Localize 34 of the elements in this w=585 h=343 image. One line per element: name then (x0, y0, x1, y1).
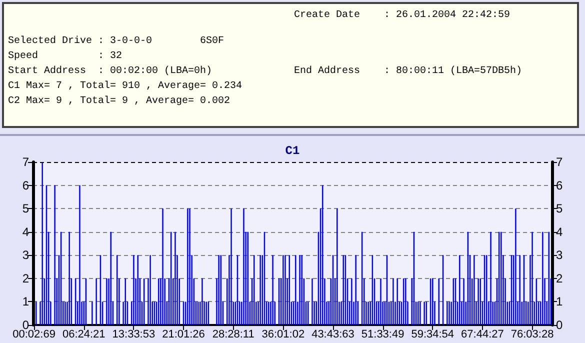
y-tick-label: 1 (22, 294, 30, 309)
y-tick-label: 7 (22, 155, 30, 169)
y2-tick-label: 3 (556, 248, 563, 262)
x-tick-label: 67:44:27 (461, 328, 504, 340)
text: Create Date : 26.01.2004 22:42:59 (294, 9, 512, 23)
y2-tick-label: 5 (556, 202, 563, 216)
y-tick-label: 6 (22, 178, 30, 192)
y-tick-label: 3 (22, 248, 30, 262)
y2-tick-label: 4 (556, 224, 563, 239)
chart-title: C1 (285, 144, 300, 158)
text: End Address : 80:00:11 (LBA=57DB5h) (294, 64, 524, 79)
text: Selected Drive : 3-0-0-0 6S0F (8, 34, 226, 49)
text: C2 Max= 9 , Total= 9 , Average= 0.002 (8, 94, 232, 109)
x-tick-label: 00:02:69 (12, 328, 56, 340)
x-tick-label: 36:01:02 (262, 328, 305, 340)
x-tick-label: 51:33:49 (361, 328, 404, 340)
x-tick-label: 21:01:26 (162, 328, 205, 340)
x-tick-label: 76:03:28 (510, 328, 554, 340)
x-tick-label: 43:43:63 (312, 328, 354, 340)
x-tick-label: 06:24:21 (62, 328, 106, 340)
y2-tick-label: 7 (556, 155, 563, 169)
y2-tick-label: 0 (556, 318, 563, 332)
y2-tick-label: 2 (556, 271, 563, 286)
x-tick-label: 13:33:53 (112, 328, 156, 340)
x-tick-label: 28:28:11 (212, 328, 254, 340)
y2-tick-label: 6 (556, 178, 563, 192)
text: Speed : 32 (8, 50, 124, 64)
y-tick-label: 5 (22, 202, 30, 216)
y-tick-label: 4 (22, 224, 30, 239)
x-tick-label: 59:34:54 (411, 328, 454, 340)
y2-tick-label: 1 (556, 294, 563, 309)
text: C1 Max= 7 , Total= 910 , Average= 0.234 (8, 80, 244, 94)
y-tick-label: 2 (22, 271, 30, 286)
text: Start Address : 00:02:00 (LBA=0h) (8, 64, 214, 79)
